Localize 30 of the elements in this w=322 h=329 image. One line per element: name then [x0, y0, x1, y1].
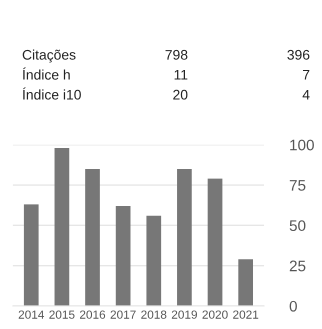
bar — [146, 216, 162, 306]
text: 7 — [302, 70, 310, 80]
bar — [85, 168, 100, 306]
bar — [238, 259, 254, 306]
bar — [116, 206, 130, 306]
x-tick-label: 2020 — [202, 310, 228, 319]
text: 4 — [302, 90, 310, 100]
x-tick-label: 2018 — [141, 310, 166, 319]
bar — [208, 178, 222, 306]
bar — [24, 204, 39, 306]
y-tick-label: 50 — [290, 220, 306, 232]
text: 396 — [287, 50, 310, 60]
x-tick-label: 2016 — [80, 310, 106, 319]
text: Citações — [22, 50, 76, 63]
y-tick-label: 75 — [290, 180, 306, 191]
text: 20 — [173, 90, 188, 100]
x-tick-label: 2014 — [18, 310, 44, 319]
text: Índice h — [22, 68, 70, 80]
x-tick-label: 2019 — [172, 310, 197, 319]
bar — [54, 148, 70, 306]
y-tick-label: 25 — [290, 260, 306, 272]
text: 11 — [174, 70, 188, 80]
x-tick-label: 2021 — [233, 310, 258, 319]
x-tick-label: 2015 — [49, 310, 75, 319]
y-tick-label: 100 — [290, 140, 314, 150]
bar — [177, 168, 192, 306]
text: Índice i10 — [22, 87, 81, 100]
text: 798 — [166, 50, 188, 60]
x-tick-label: 2017 — [110, 310, 136, 319]
y-tick-label: 0 — [290, 300, 297, 312]
